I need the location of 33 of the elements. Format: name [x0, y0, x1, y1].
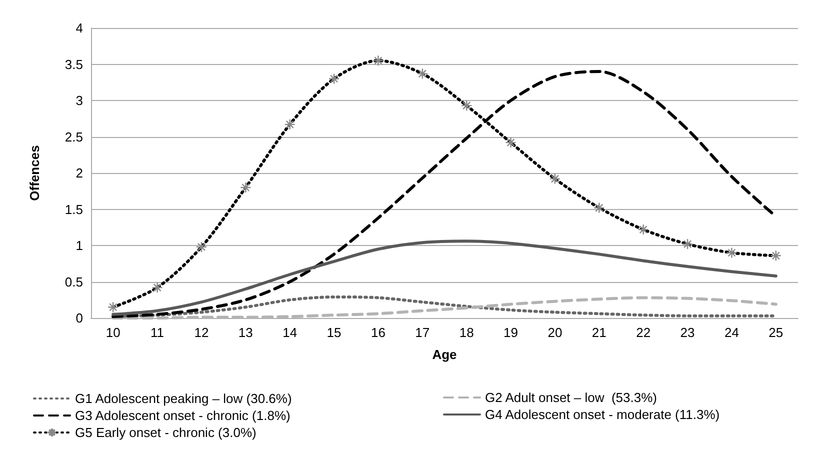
x-tick-label: 16 [370, 325, 386, 340]
x-tick-label: 21 [592, 325, 606, 340]
x-tick-label: 14 [282, 325, 298, 340]
legend-label: G2 Adult onset – low (53.3%) [485, 390, 657, 405]
legend-label: G5 Early onset - chronic (3.0%) [75, 425, 256, 440]
y-tick-label: 1.5 [64, 202, 83, 217]
y-tick-label: 4 [76, 20, 83, 36]
line-series [112, 240, 778, 316]
y-tick-label: 1 [76, 238, 83, 253]
x-tick-label: 19 [504, 325, 518, 340]
y-tick-label: 3 [76, 93, 83, 108]
y-axis-title: Offences [27, 145, 42, 201]
x-tick-label: 13 [238, 325, 253, 340]
y-tick-label: 2 [76, 166, 83, 180]
legend-label: G4 Adolescent onset - moderate (11.3%) [485, 407, 720, 422]
y-tick-label: 0.5 [64, 274, 83, 290]
x-tick-label: 10 [106, 325, 120, 340]
x-tick-label: 22 [636, 325, 651, 340]
x-axis-title: Age [432, 347, 457, 362]
x-tick-label: 17 [415, 325, 430, 340]
x-tick-label: 15 [326, 325, 342, 340]
x-tick-label: 25 [768, 325, 784, 340]
x-tick-label: 23 [680, 325, 695, 340]
y-tick-label: 0 [76, 310, 83, 326]
x-tick-label: 11 [150, 325, 164, 340]
legend-label: G3 Adolescent onset - chronic (1.8%) [75, 408, 290, 423]
y-tick-label: 3.5 [64, 56, 83, 72]
x-tick-label: 24 [724, 325, 739, 340]
legend-label: G1 Adolescent peaking – low (30.6%) [75, 391, 292, 406]
x-tick-label: 18 [459, 325, 474, 340]
x-tick-label: 12 [194, 325, 209, 340]
x-tick-label: 20 [548, 325, 562, 340]
y-tick-label: 2.5 [64, 129, 83, 144]
